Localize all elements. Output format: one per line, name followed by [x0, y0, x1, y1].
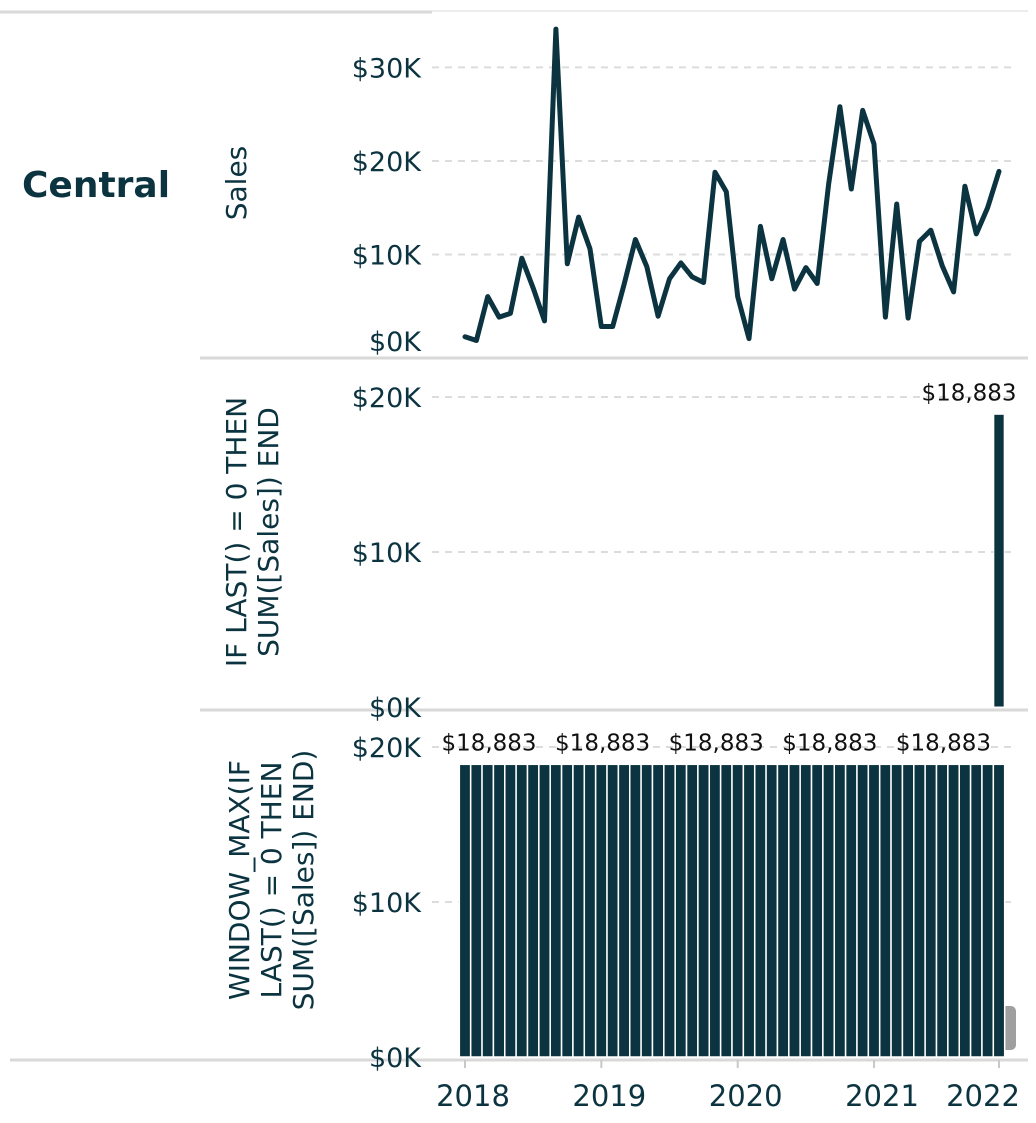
y-axis-title-sales: Sales: [220, 146, 253, 221]
window-max-bar: [742, 763, 756, 1058]
window-max-bar: [947, 763, 960, 1058]
window-max-bar: [992, 763, 1006, 1058]
window-max-bar: [617, 763, 631, 1058]
window-max-bar: [458, 763, 472, 1058]
y-tick-label: $20K: [352, 733, 423, 764]
y-axis-title-last-line: IF LAST() = 0 THEN: [220, 397, 253, 667]
window-max-bar: [981, 763, 995, 1058]
region-label: Central: [22, 165, 170, 206]
y-tick-label: $0K: [369, 1043, 422, 1074]
window-max-bar: [492, 763, 506, 1058]
y-tick-label: $0K: [369, 327, 422, 358]
window-max-data-label: $18,883: [555, 730, 650, 756]
window-max-data-label: $18,883: [669, 730, 764, 756]
y-axis-title-window-max-line: LAST() = 0 THEN: [255, 762, 288, 999]
window-max-bar: [822, 763, 836, 1058]
window-max-bar: [719, 763, 733, 1058]
window-max-bar: [572, 763, 586, 1058]
window-max-bar: [924, 763, 938, 1058]
window-max-bar: [958, 763, 972, 1058]
y-axis-title-window-max: WINDOW_MAX(IF LAST() = 0 THEN SUM([Sales])…: [223, 750, 320, 1011]
x-tick-label: 2019: [572, 1079, 646, 1113]
window-max-bar: [799, 763, 813, 1058]
window-max-data-label: $18,883: [896, 730, 991, 756]
window-max-bar: [708, 763, 722, 1058]
y-axis-title-sales-line: Sales: [220, 146, 253, 221]
window-max-bar: [913, 763, 926, 1058]
window-max-bar: [867, 763, 881, 1058]
x-tick-label: 2018: [436, 1079, 510, 1113]
window-max-bar: [606, 763, 620, 1058]
y-axis-title-window-max-line: SUM([Sales]) END): [287, 750, 320, 1011]
window-max-bar: [731, 763, 745, 1058]
y-tick-label: $10K: [352, 888, 423, 919]
y-tick-label: $30K: [352, 53, 423, 84]
window-max-bar: [788, 763, 801, 1058]
window-max-bar: [549, 763, 563, 1058]
window-max-bar: [878, 763, 892, 1058]
y-tick-label: $20K: [352, 147, 423, 178]
window-max-bar: [697, 763, 711, 1058]
window-max-bar: [663, 763, 676, 1058]
window-max-bar: [469, 763, 483, 1058]
window-max-bar: [538, 763, 551, 1058]
window-max-bar: [969, 763, 983, 1058]
y-tick-label: $20K: [352, 383, 423, 414]
window-max-bar: [560, 763, 574, 1058]
x-tick-label: 2020: [709, 1079, 783, 1113]
window-max-bar: [674, 763, 688, 1058]
window-max-bar: [753, 763, 767, 1058]
y-tick-label: $10K: [352, 240, 423, 271]
sales-line: [462, 26, 1002, 343]
window-max-data-label: $18,883: [441, 730, 536, 756]
y-axis-title-last: IF LAST() = 0 THEN SUM([Sales]) END: [220, 397, 285, 667]
window-max-data-label: $18,883: [782, 730, 877, 756]
window-max-bar: [856, 763, 870, 1058]
window-max-bar: [583, 763, 597, 1058]
x-tick-label: 2021: [845, 1079, 919, 1113]
window-max-bar: [515, 763, 529, 1058]
window-max-bar: [594, 763, 608, 1058]
window-max-bar: [844, 763, 858, 1058]
window-max-bar: [504, 763, 517, 1058]
window-max-bar: [901, 763, 915, 1058]
bar-data-label: $18,883: [921, 380, 1016, 406]
y-axis-title-last-line: SUM([Sales]) END: [252, 407, 285, 657]
y-tick-label: $0K: [369, 693, 422, 724]
window-max-bar: [776, 763, 790, 1058]
window-max-bar: [685, 763, 699, 1058]
x-tick-label: 2022: [946, 1079, 1020, 1113]
window-max-bar: [890, 763, 904, 1058]
window-max-bar: [765, 763, 779, 1058]
window-max-bar: [628, 763, 642, 1058]
y-axis-title-window-max-line: WINDOW_MAX(IF: [223, 760, 256, 1000]
window-max-bar: [833, 763, 847, 1058]
window-max-bar: [810, 763, 824, 1058]
window-max-bar: [651, 763, 665, 1058]
y-tick-label: $10K: [352, 538, 423, 569]
window-max-bar: [935, 763, 949, 1058]
last-month-bar: [993, 413, 1005, 708]
window-max-bar: [640, 763, 654, 1058]
window-max-bar: [526, 763, 540, 1058]
window-max-bar: [481, 763, 495, 1058]
